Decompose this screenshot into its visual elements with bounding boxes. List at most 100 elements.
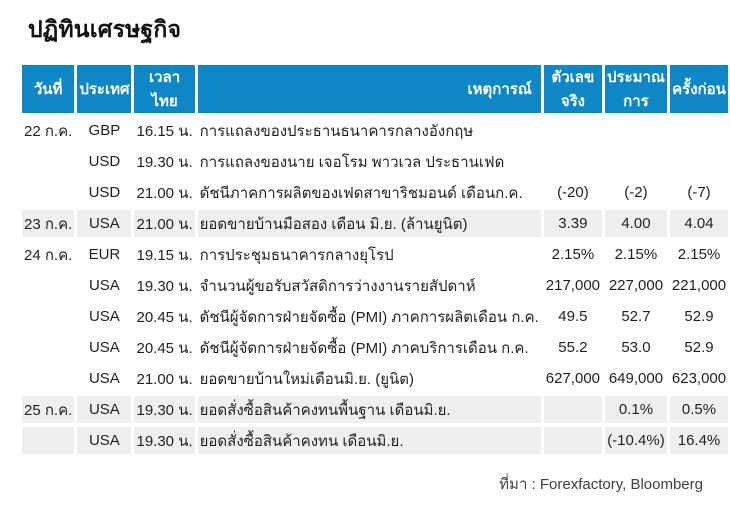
- time-cell: 16.15 น.: [134, 117, 195, 144]
- date-cell: 25 ก.ค.: [22, 396, 75, 423]
- forecast-cell: (-10.4%): [605, 427, 667, 454]
- actual-cell: [543, 117, 603, 144]
- date-cell: [22, 272, 75, 299]
- table-header-row: วันที่ ประเทศ เวลาไทย เหตุการณ์ ตัวเลขจร…: [22, 65, 729, 113]
- actual-cell: 55.2: [543, 334, 603, 361]
- time-cell: 21.00 น.: [134, 210, 195, 237]
- table-row: 22 ก.ค. GBP 16.15 น. การแถลงของประธานธนาคาร…: [22, 117, 729, 144]
- previous-cell: 221,000: [669, 272, 729, 299]
- previous-cell: [669, 117, 729, 144]
- time-cell: 19.30 น.: [134, 427, 195, 454]
- country-cell: USD: [77, 179, 132, 206]
- country-cell: USA: [77, 334, 132, 361]
- country-cell: USD: [77, 148, 132, 175]
- table-row: 25 ก.ค. USA 19.30 น. ยอดสั่งซื้อสินค้าคงทนพ…: [22, 396, 729, 423]
- date-cell: [22, 179, 75, 206]
- table-row: USA 19.30 น. ยอดสั่งซื้อสินค้าคงทน เดือนมิ…: [22, 427, 729, 454]
- page-title: ปฏิทินเศรษฐกิจ: [28, 16, 182, 42]
- forecast-cell: 2.15%: [605, 241, 667, 268]
- table-row: 23 ก.ค. USA 21.00 น. ยอดขายบ้านมือสอง เดือน…: [22, 210, 729, 237]
- time-cell: 19.30 น.: [134, 396, 195, 423]
- table-row: USD 21.00 น. ดัชนีภาคการผลิตของเฟดสาขาริชม…: [22, 179, 729, 206]
- header-event: เหตุการณ์: [197, 65, 541, 113]
- header-previous: ครั้งก่อน: [669, 65, 729, 113]
- event-cell: ดัชนีภาคการผลิตของเฟดสาขาริชมอนด์ เดือนก…: [197, 179, 541, 206]
- economic-calendar-page: ปฏิทินเศรษฐกิจ วันที่ ประเทศ เวลาไทย เหต…: [19, 16, 730, 493]
- previous-cell: 4.04: [669, 210, 729, 237]
- time-cell: 19.30 น.: [134, 272, 195, 299]
- actual-cell: [543, 148, 603, 175]
- country-cell: USA: [77, 365, 132, 392]
- forecast-cell: 4.00: [605, 210, 667, 237]
- country-cell: GBP: [77, 117, 132, 144]
- previous-cell: 52.9: [669, 303, 729, 330]
- previous-cell: 52.9: [669, 334, 729, 361]
- table-row: USA 20.45 น. ดัชนีผู้จัดการฝ่ายจัดซื้อ (PM…: [22, 303, 729, 330]
- date-cell: 23 ก.ค.: [22, 210, 75, 237]
- country-cell: USA: [77, 210, 132, 237]
- event-cell: จำนวนผู้ขอรับสวัสดิการว่างงานรายสัปดาห์: [197, 272, 541, 299]
- date-cell: [22, 365, 75, 392]
- event-cell: ยอดขายบ้านใหม่เดือนมิ.ย. (ยูนิต): [197, 365, 541, 392]
- forecast-cell: 53.0: [605, 334, 667, 361]
- country-cell: USA: [77, 272, 132, 299]
- event-cell: การแถลงของประธานธนาคารกลางอังกฤษ: [197, 117, 541, 144]
- event-cell: ยอดขายบ้านมือสอง เดือน มิ.ย. (ล้านยูนิต): [197, 210, 541, 237]
- forecast-cell: 649,000: [605, 365, 667, 392]
- actual-cell: 2.15%: [543, 241, 603, 268]
- forecast-cell: 52.7: [605, 303, 667, 330]
- actual-cell: 3.39: [543, 210, 603, 237]
- table-row: USD 19.30 น. การแถลงของนาย เจอโรม พาวเวล ป…: [22, 148, 729, 175]
- date-cell: [22, 334, 75, 361]
- actual-cell: 627,000: [543, 365, 603, 392]
- time-cell: 20.45 น.: [134, 334, 195, 361]
- source-credit: ที่มา : Forexfactory, Bloomberg: [499, 476, 703, 493]
- event-cell: การแถลงของนาย เจอโรม พาวเวล ประธานเฟด: [197, 148, 541, 175]
- time-cell: 20.45 น.: [134, 303, 195, 330]
- forecast-cell: [605, 148, 667, 175]
- event-cell: ยอดสั่งซื้อสินค้าคงทน เดือนมิ.ย.: [197, 427, 541, 454]
- previous-cell: 623,000: [669, 365, 729, 392]
- table-row: 24 ก.ค. EUR 19.15 น. การประชุมธนาคารกลางยุโ…: [22, 241, 729, 268]
- forecast-cell: [605, 117, 667, 144]
- actual-cell: [543, 427, 603, 454]
- previous-cell: 0.5%: [669, 396, 729, 423]
- time-cell: 21.00 น.: [134, 365, 195, 392]
- date-cell: [22, 427, 75, 454]
- actual-cell: 49.5: [543, 303, 603, 330]
- time-cell: 19.15 น.: [134, 241, 195, 268]
- previous-cell: 2.15%: [669, 241, 729, 268]
- actual-cell: [543, 396, 603, 423]
- time-cell: 21.00 น.: [134, 179, 195, 206]
- previous-cell: (-7): [669, 179, 729, 206]
- table-row: USA 19.30 น. จำนวนผู้ขอรับสวัสดิการว่างงาน…: [22, 272, 729, 299]
- economic-calendar-table: วันที่ ประเทศ เวลาไทย เหตุการณ์ ตัวเลขจร…: [19, 61, 730, 458]
- country-cell: USA: [77, 427, 132, 454]
- header-time: เวลาไทย: [134, 65, 195, 113]
- date-cell: 22 ก.ค.: [22, 117, 75, 144]
- date-cell: 24 ก.ค.: [22, 241, 75, 268]
- event-cell: ดัชนีผู้จัดการฝ่ายจัดซื้อ (PMI) ภาคบริกา…: [197, 334, 541, 361]
- event-cell: การประชุมธนาคารกลางยุโรป: [197, 241, 541, 268]
- forecast-cell: (-2): [605, 179, 667, 206]
- header-date: วันที่: [22, 65, 75, 113]
- actual-cell: (-20): [543, 179, 603, 206]
- table-row: USA 20.45 น. ดัชนีผู้จัดการฝ่ายจัดซื้อ (PM…: [22, 334, 729, 361]
- header-country: ประเทศ: [77, 65, 132, 113]
- time-cell: 19.30 น.: [134, 148, 195, 175]
- actual-cell: 217,000: [543, 272, 603, 299]
- country-cell: EUR: [77, 241, 132, 268]
- previous-cell: [669, 148, 729, 175]
- event-cell: ดัชนีผู้จัดการฝ่ายจัดซื้อ (PMI) ภาคการผล…: [197, 303, 541, 330]
- country-cell: USA: [77, 303, 132, 330]
- date-cell: [22, 303, 75, 330]
- date-cell: [22, 148, 75, 175]
- previous-cell: 16.4%: [669, 427, 729, 454]
- header-actual: ตัวเลขจริง: [543, 65, 603, 113]
- header-forecast: ประมาณการ: [605, 65, 667, 113]
- table-row: USA 21.00 น. ยอดขายบ้านใหม่เดือนมิ.ย. (ยูน…: [22, 365, 729, 392]
- forecast-cell: 227,000: [605, 272, 667, 299]
- table-body: 22 ก.ค. GBP 16.15 น. การแถลงของประธานธนาคาร…: [22, 117, 729, 454]
- country-cell: USA: [77, 396, 132, 423]
- event-cell: ยอดสั่งซื้อสินค้าคงทนพื้นฐาน เดือนมิ.ย.: [197, 396, 541, 423]
